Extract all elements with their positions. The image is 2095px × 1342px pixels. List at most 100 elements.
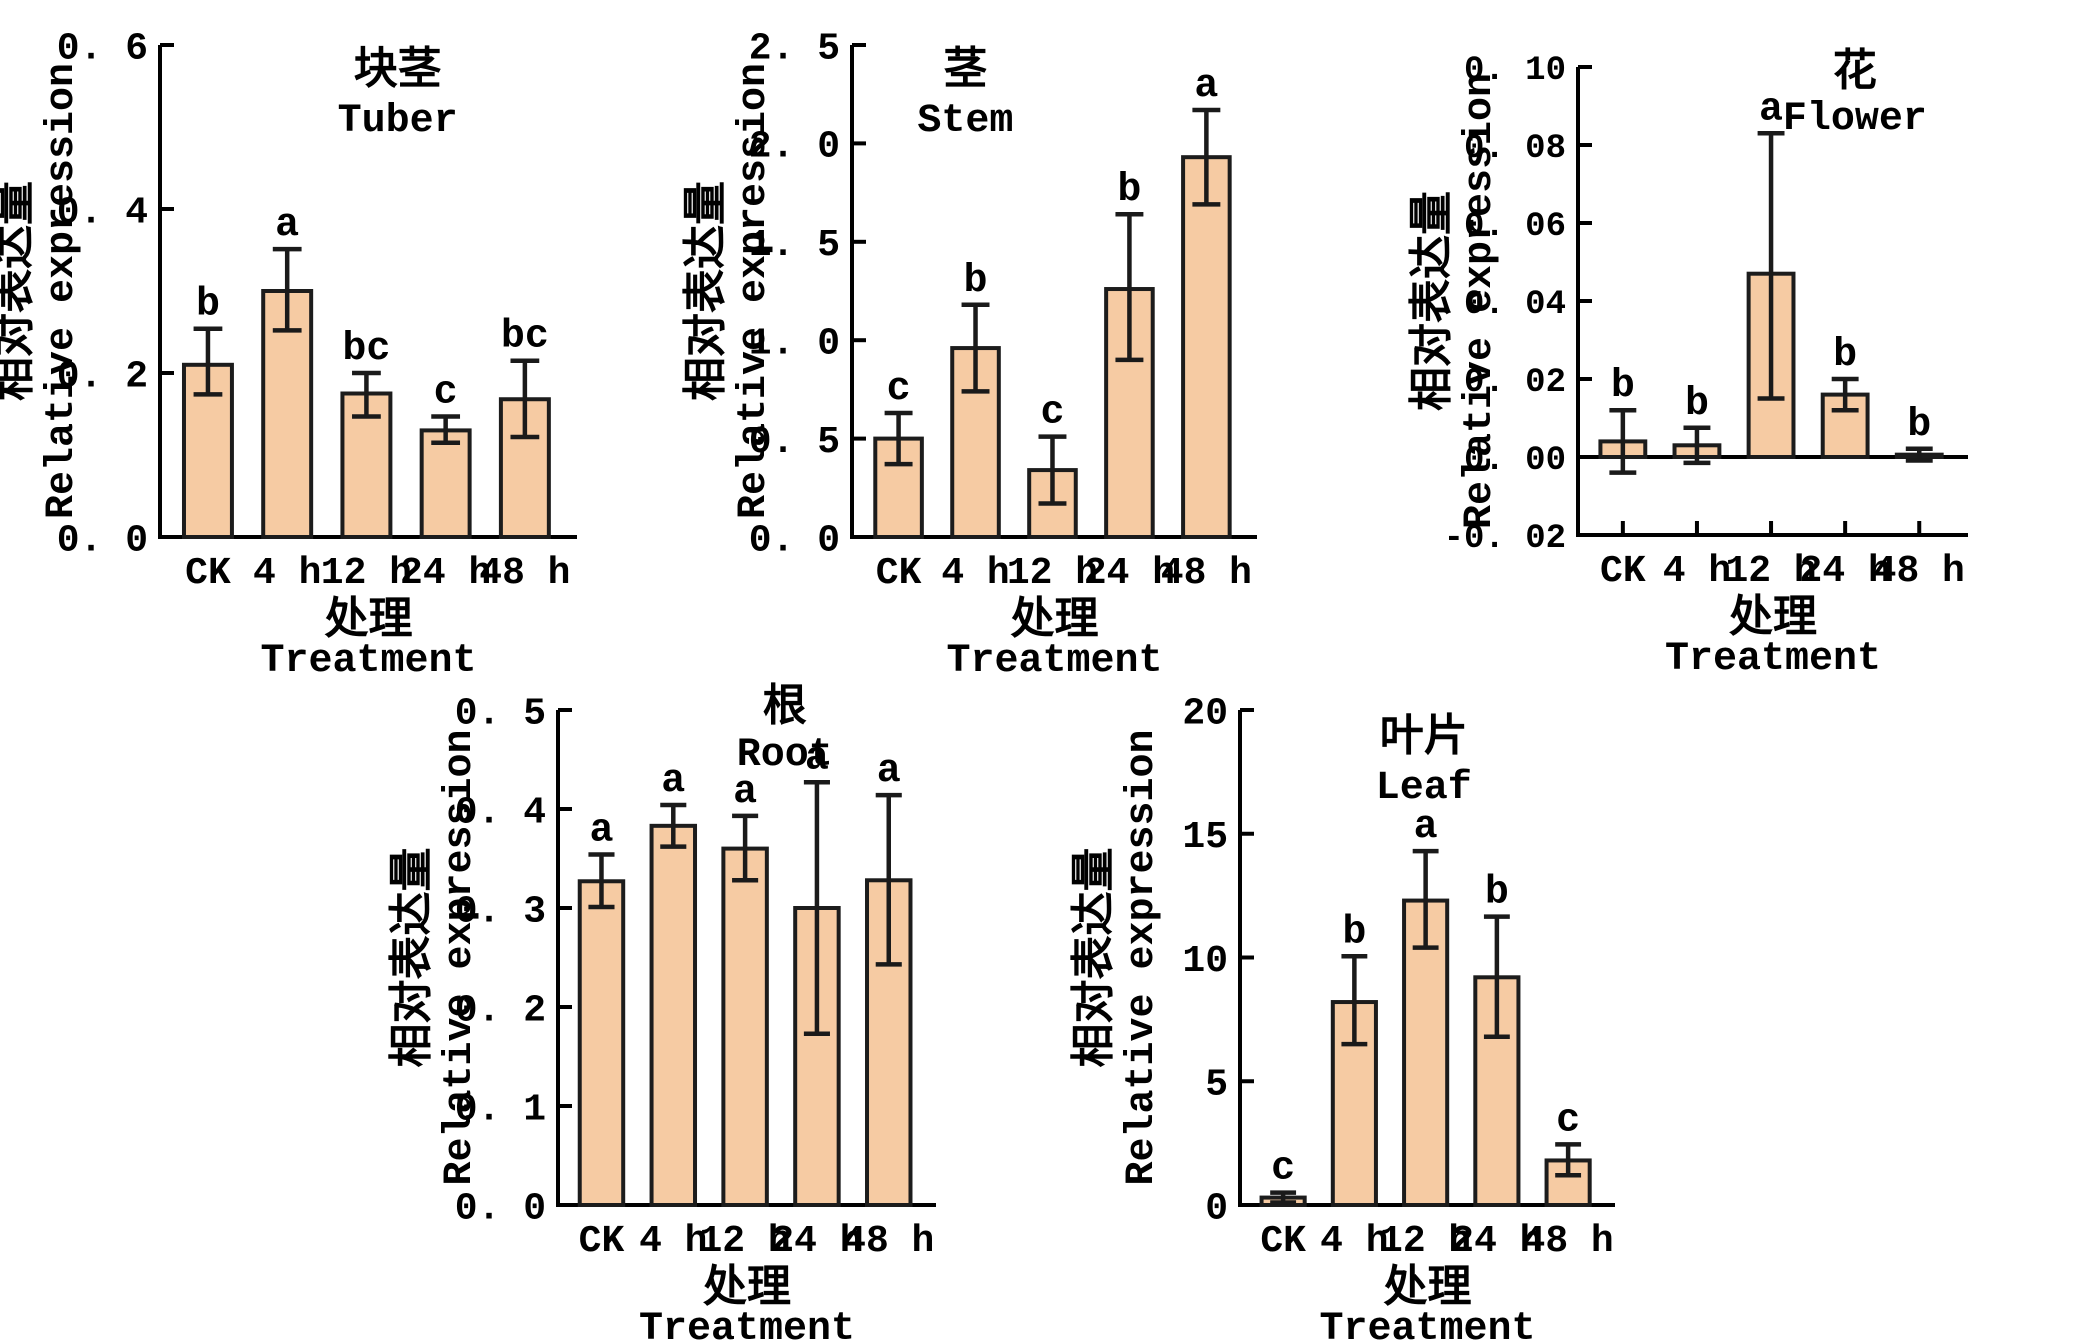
bar-12h — [1402, 898, 1450, 1207]
sig-letter: bc — [342, 327, 390, 372]
sig-letter: b — [1117, 168, 1141, 213]
x-axis-label-en: Treatment — [1319, 1307, 1535, 1342]
x-category-label: 4 h — [253, 552, 321, 595]
sig-letter: b — [1611, 364, 1635, 409]
sig-letter: a — [805, 736, 829, 781]
x-category-label: 24 h — [400, 552, 491, 595]
panel-title-zh: 叶片 — [1380, 711, 1468, 764]
y-tick-label: 0. 0 — [57, 519, 148, 562]
y-tick-label: 1. 0 — [749, 323, 840, 366]
x-category-label: 12 h — [1725, 550, 1816, 593]
y-axis-label-zh: 相对表达量 — [1407, 191, 1460, 411]
panel-title-zh: 花 — [1833, 46, 1877, 99]
y-tick-label: 15 — [1182, 816, 1228, 859]
x-category-label: 4 h — [639, 1220, 707, 1263]
sig-letter: c — [434, 370, 458, 415]
x-category-label: 4 h — [1663, 550, 1731, 593]
x-axis-label-zh: 处理 — [1011, 594, 1099, 647]
sig-letter: a — [275, 203, 299, 248]
x-category-label: 48 h — [479, 552, 570, 595]
x-axis-label-en: Treatment — [260, 639, 476, 684]
x-category-label: CK — [1600, 550, 1646, 593]
x-axis-label-zh: 处理 — [325, 594, 413, 647]
sig-letter: a — [1414, 805, 1438, 850]
panel-title-en: Tuber — [338, 99, 458, 144]
y-tick-label: 0. 5 — [749, 421, 840, 464]
sig-letter: c — [1556, 1098, 1580, 1143]
chart-tuber: 0. 0 0. 2 0. 4 0. 6 b CK a 4 h bc 12 h c 24 h bc 48 h… — [0, 27, 577, 684]
y-axis-label-en: Relative expression — [1120, 729, 1165, 1185]
y-tick-label: 0. 2 — [455, 989, 546, 1032]
sig-letter: b — [1485, 871, 1509, 916]
y-axis-label-en: Relative expression — [732, 63, 777, 519]
y-tick-label: 0. 08 — [1464, 130, 1566, 168]
sig-letter: bc — [501, 315, 549, 360]
bar-CK — [577, 879, 626, 1208]
bar-48h — [1544, 1158, 1592, 1207]
y-tick-label: -0. 02 — [1444, 520, 1566, 558]
x-axis-label-en: Treatment — [1665, 637, 1881, 682]
x-category-label: CK — [185, 552, 231, 595]
sig-letter: b — [1342, 910, 1366, 955]
x-category-label: 48 h — [1523, 1220, 1614, 1263]
y-axis-label-zh: 相对表达量 — [1069, 848, 1122, 1068]
y-tick-label: 0. 2 — [57, 355, 148, 398]
sig-letter: a — [1194, 64, 1218, 109]
sig-letter: a — [589, 809, 613, 854]
x-category-label: 48 h — [843, 1220, 934, 1263]
y-axis-label-en: Relative expression — [40, 63, 85, 519]
bar-48h — [1181, 155, 1232, 539]
bar-24h — [419, 428, 472, 539]
y-axis-label-zh: 相对表达量 — [681, 181, 734, 401]
y-tick-label: 0. 4 — [455, 791, 546, 834]
y-tick-label: 2. 0 — [749, 126, 840, 169]
sig-letter: b — [1833, 333, 1857, 378]
x-category-label: 12 h — [1380, 1220, 1471, 1263]
y-tick-label: 1. 5 — [749, 224, 840, 267]
sig-letter: c — [1271, 1147, 1295, 1192]
y-tick-label: 0. 3 — [455, 890, 546, 933]
y-tick-label: 0. 06 — [1464, 208, 1566, 246]
x-category-label: 12 h — [1007, 552, 1098, 595]
y-tick-label: 0. 00 — [1464, 442, 1566, 480]
x-category-label: 12 h — [321, 552, 412, 595]
sig-letter: a — [877, 749, 901, 794]
sig-letter: c — [887, 367, 911, 412]
panel-title-en: Flower — [1783, 97, 1927, 142]
sig-letter: c — [1040, 391, 1064, 436]
x-category-label: CK — [579, 1220, 625, 1263]
sig-letter: b — [1907, 403, 1931, 448]
y-tick-label: 0 — [1205, 1187, 1228, 1230]
x-axis-label-en: Treatment — [639, 1307, 855, 1342]
x-axis-label-en: Treatment — [946, 639, 1162, 684]
x-category-label: 12 h — [700, 1220, 791, 1263]
y-axis-label-zh: 相对表达量 — [387, 848, 440, 1068]
y-tick-label: 10 — [1182, 940, 1228, 983]
y-tick-label: 0. 6 — [57, 27, 148, 70]
y-axis-label-en: Relative expression — [438, 729, 483, 1185]
chart-flower: -0. 02 0. 00 0. 02 0. 04 0. 06 0. 08 0. 10 b CK b… — [1407, 46, 1968, 682]
y-axis-label-zh: 相对表达量 — [0, 181, 42, 401]
sig-letter: a — [733, 770, 757, 815]
panel-title-en: Root — [737, 733, 833, 778]
y-tick-label: 0. 0 — [455, 1187, 546, 1230]
x-axis-label-zh: 处理 — [703, 1262, 791, 1315]
x-category-label: 24 h — [1084, 552, 1175, 595]
y-tick-label: 0. 0 — [749, 519, 840, 562]
sig-letter: b — [964, 259, 988, 304]
x-axis-label-zh: 处理 — [1729, 592, 1817, 645]
y-tick-label: 5 — [1205, 1064, 1228, 1107]
chart-stem: 0. 0 0. 5 1. 0 1. 5 2. 0 2. 5 c CK b 4 h c 12 h b 24 … — [681, 27, 1257, 684]
sig-letter: a — [1759, 87, 1783, 132]
y-tick-label: 0. 04 — [1464, 286, 1566, 324]
y-tick-label: 0. 10 — [1464, 52, 1566, 90]
chart-root: 0. 0 0. 1 0. 2 0. 3 0. 4 0. 5 a CK a 4 h a 12 h a 24 … — [387, 681, 936, 1342]
x-category-label: 4 h — [941, 552, 1009, 595]
